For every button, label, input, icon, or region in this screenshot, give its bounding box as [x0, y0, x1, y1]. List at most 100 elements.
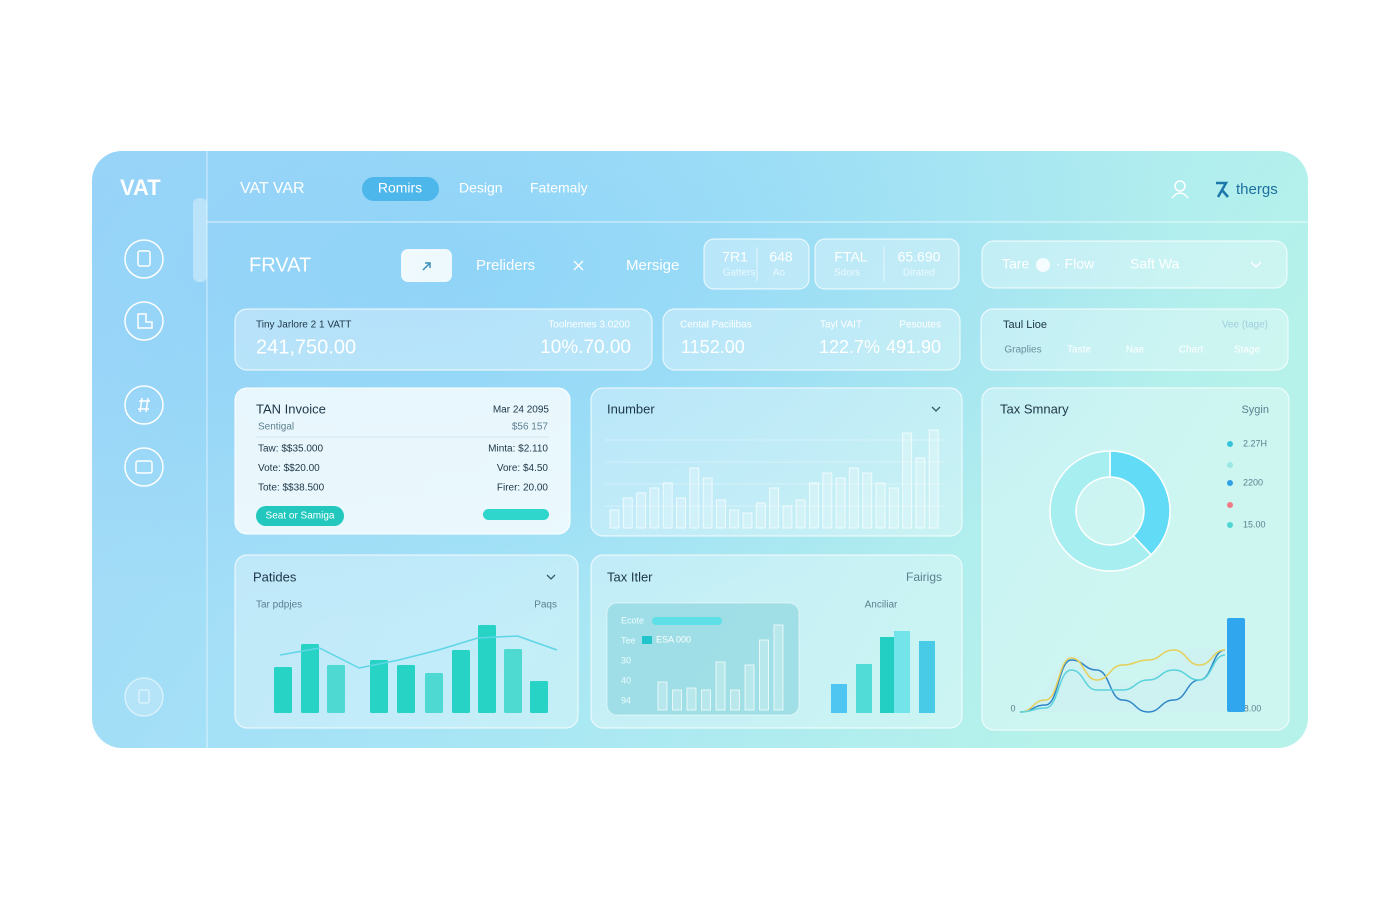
app-glow — [92, 151, 1308, 748]
legend-label: 15.00 — [1243, 519, 1266, 529]
bar — [370, 660, 388, 713]
bar — [769, 487, 780, 529]
inner-bar — [672, 689, 682, 711]
bar — [452, 650, 470, 713]
summary-label: Pesoutes — [899, 320, 941, 331]
stat-value: 7R1 — [722, 249, 748, 265]
panel-subtitle: Tar pdpjes — [256, 600, 302, 611]
inner-bar — [686, 687, 697, 711]
filter-item[interactable]: Saft Wa — [1130, 256, 1179, 272]
bar — [919, 641, 935, 713]
inner-label: Tee — [621, 635, 636, 645]
bar — [809, 482, 819, 529]
panel-note: Paqs — [534, 600, 557, 611]
nav-icon[interactable] — [124, 301, 164, 341]
invoice-button-label[interactable]: Seat or Samiga — [266, 511, 335, 522]
bar — [274, 667, 292, 713]
chevron[interactable] — [931, 406, 941, 412]
inner-bar — [744, 664, 755, 711]
legend-dot — [1227, 522, 1233, 528]
summary-card — [662, 308, 961, 371]
arrow-icon — [422, 262, 431, 271]
bar — [729, 509, 740, 529]
stat-value: 648 — [769, 249, 793, 265]
bar — [875, 482, 886, 529]
bar — [327, 665, 345, 713]
bar — [301, 644, 319, 713]
bar — [888, 487, 899, 529]
chevron[interactable] — [1250, 261, 1262, 269]
nav-icon[interactable] — [124, 677, 164, 717]
tab[interactable]: Romirs — [378, 180, 422, 196]
bar — [689, 467, 700, 529]
bar — [742, 512, 753, 529]
stat-label: Gatters — [723, 268, 756, 279]
summary-value: 491.90 — [886, 337, 941, 357]
area-fill — [1020, 647, 1225, 712]
bar — [755, 502, 766, 529]
sidebar-handle — [193, 198, 207, 282]
sidebar-icons — [124, 239, 164, 717]
legend-dot — [1227, 462, 1233, 468]
tab-active[interactable] — [362, 177, 439, 201]
summary-value: 10%.70.00 — [540, 337, 631, 358]
line-series — [1019, 654, 1226, 713]
bar — [649, 487, 660, 529]
invoice-button[interactable] — [256, 506, 344, 526]
chevron[interactable] — [546, 574, 556, 580]
inumber-card — [590, 387, 963, 537]
filter-item[interactable]: Tare — [1002, 256, 1029, 272]
bar — [397, 665, 415, 713]
donut-segment — [1109, 450, 1171, 556]
user-name[interactable]: thergs — [1236, 181, 1278, 198]
bar — [848, 467, 859, 529]
filter-icon — [1036, 258, 1050, 272]
bar — [715, 499, 726, 529]
nav-icon[interactable] — [124, 385, 164, 425]
inner-bar — [773, 624, 784, 711]
bar — [795, 499, 806, 529]
invoice-card — [234, 387, 571, 535]
invoice-row-right: Firer: 20.00 — [497, 483, 549, 494]
stat-value: FTAL — [834, 249, 867, 265]
bar — [835, 477, 846, 529]
bar — [702, 477, 713, 529]
bar — [622, 497, 633, 529]
bar — [530, 681, 548, 713]
tab[interactable]: Design — [459, 180, 503, 196]
inner-bar — [652, 617, 722, 625]
legend-dot — [1227, 502, 1233, 508]
filter-item[interactable]: · Flow — [1056, 256, 1095, 272]
list-note: Vee (tage) — [1222, 320, 1268, 331]
legend-dot — [1227, 441, 1233, 447]
bar — [662, 482, 673, 529]
close-icon[interactable] — [573, 260, 584, 271]
panel-note: Fairigs — [906, 570, 942, 584]
legend-label: 2.27H — [1243, 438, 1267, 448]
bar — [782, 505, 793, 529]
axis-label: 38.00 — [1239, 703, 1262, 713]
filter-box[interactable] — [981, 240, 1288, 289]
invoice-row-left: Vote: $$20.00 — [258, 463, 320, 474]
user-icon[interactable] — [1171, 180, 1189, 199]
toolbar-item[interactable]: Mersige — [626, 257, 679, 274]
summary-value: 122.7% — [819, 337, 880, 357]
inner-bar — [701, 689, 711, 711]
bar — [894, 631, 910, 713]
summary-value: 241,750.00 — [256, 336, 356, 358]
line-series — [1019, 649, 1226, 713]
panel-title: Tax Smnary — [1000, 401, 1069, 416]
panel-title: Patides — [253, 569, 297, 584]
bar — [478, 625, 496, 713]
summary-label: Tiny Jarlore 2 1 VATT — [256, 320, 351, 331]
axis-label: 0 — [1010, 703, 1015, 713]
tab[interactable]: Fatemaly — [530, 180, 588, 196]
invoice-row-left: Tote: $$38.500 — [258, 483, 325, 494]
inner-swatch — [642, 636, 652, 644]
inner-value: ESA 000 — [656, 634, 691, 644]
toolbar-item[interactable]: Preliders — [476, 257, 535, 274]
panel-title: Tax Itler — [607, 569, 653, 584]
nav-icon[interactable] — [124, 447, 164, 487]
nav-icon[interactable] — [124, 239, 164, 279]
